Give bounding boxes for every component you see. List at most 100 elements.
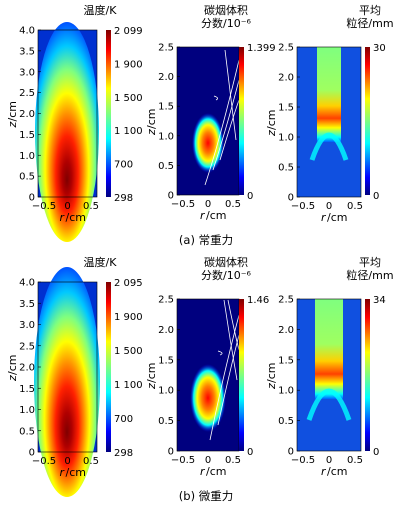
diameter-micro-band — [315, 299, 343, 399]
diameter-micro-colorbar-tick: 34 — [373, 295, 386, 306]
soot-micro-xtick: 0 — [205, 455, 211, 466]
diameter-normal-band — [317, 47, 341, 142]
soot-normal-ytick: 2.0 — [158, 72, 174, 83]
soot-normal-yunit: /cm — [145, 109, 158, 129]
temperature-normal-ytick: 1.5 — [19, 130, 35, 141]
temperature-normal-colorbar-tick: 2 099 — [114, 26, 143, 37]
temperature-micro-ytick: 4.0 — [19, 278, 35, 289]
soot-micro-colorbar-title: 分数/10⁻⁶ — [201, 269, 252, 282]
temperature-normal-colorbar-title: 温度/K — [84, 3, 118, 17]
soot-normal-colorbar-tick: 1.399 — [247, 43, 276, 54]
diameter-normal-xunit: /cm — [327, 211, 347, 224]
soot-normal-ytick: 2.5 — [158, 43, 174, 54]
diameter-micro-colorbar-title: 粒径/mm — [346, 268, 393, 282]
temperature-micro-flame — [34, 267, 100, 497]
soot-micro-ytick: 2.0 — [158, 325, 174, 336]
soot-normal-ytick: 0 — [168, 191, 174, 202]
diameter-micro-ytick: 2.0 — [278, 325, 294, 336]
temperature-micro-xtick: 0.5 — [83, 456, 99, 467]
soot-micro-xlabel: r — [200, 465, 206, 478]
diameter-normal-colorbar-tick: 30 — [373, 43, 386, 54]
soot-normal-xtick: 0 — [205, 199, 211, 210]
soot-normal-xlabel: r — [200, 209, 206, 222]
temperature-normal-colorbar-tick: 1 100 — [114, 126, 143, 137]
temperature-micro-ytick: 1.5 — [19, 384, 35, 395]
diameter-micro-xtick: 0 — [326, 455, 332, 466]
temperature-micro-xtick: 0 — [64, 456, 70, 467]
diameter-micro-xtick: −0.5 — [291, 455, 315, 466]
soot-micro-ytick: 1.5 — [158, 355, 174, 366]
soot-normal-xtick: 0.5 — [225, 199, 241, 210]
temperature-normal-ytick: 2.5 — [19, 88, 35, 99]
temperature-normal-ylabel: z — [6, 122, 19, 129]
diameter-normal-colorbar-title: 粒径/mm — [346, 16, 393, 30]
temperature-normal-yunit: /cm — [6, 101, 19, 121]
diameter-normal-ytick: 1.0 — [278, 133, 294, 144]
soot-micro-ytick: 0 — [168, 447, 174, 458]
temperature-normal-colorbar-tick: 700 — [114, 160, 133, 171]
temperature-micro-colorbar-tick: 2 095 — [114, 278, 143, 289]
soot-normal-streamlines — [204, 49, 240, 186]
diameter-normal-xtick: −0.5 — [291, 201, 315, 212]
diameter-micro-colorbar — [365, 299, 370, 451]
soot-micro-flame — [190, 364, 226, 432]
temperature-micro-colorbar-tick: 298 — [114, 448, 133, 459]
soot-micro-colorbar-title: 碳烟体积 — [204, 255, 248, 269]
temperature-micro-colorbar-title: 温度/K — [84, 255, 118, 269]
temperature-normal-xtick: 0.5 — [83, 201, 99, 212]
diameter-micro-ylabel: z — [265, 383, 278, 390]
diameter-micro-frame — [296, 298, 362, 452]
panel-soot-normal — [176, 46, 244, 196]
caption-a: (a) 常重力 — [179, 233, 233, 247]
temperature-normal-ytick: 0.5 — [19, 172, 35, 183]
soot-normal-colorbar-title: 碳烟体积 — [204, 3, 248, 17]
diameter-normal-ytick: 1.5 — [278, 103, 294, 114]
temperature-micro-xtick: −0.5 — [32, 456, 56, 467]
temperature-micro-colorbar-tick: 1 500 — [114, 346, 143, 357]
diameter-normal-arch — [309, 132, 349, 161]
panel-temperature-micro — [34, 267, 111, 497]
soot-micro-streamlines — [209, 299, 240, 441]
temperature-normal-colorbar-tick: 298 — [114, 193, 133, 204]
soot-normal-ytick: 1.0 — [158, 131, 174, 142]
soot-micro-xtick: 0.5 — [225, 455, 241, 466]
temperature-micro-ytick: 3.0 — [19, 320, 35, 331]
temperature-micro-colorbar — [106, 282, 111, 452]
soot-micro-ytick: 0.5 — [158, 416, 174, 427]
temperature-normal-ytick: 2.0 — [19, 109, 35, 120]
temperature-micro-ytick: 1.0 — [19, 405, 35, 416]
soot-normal-colorbar — [239, 47, 244, 195]
soot-micro-colorbar — [239, 299, 244, 451]
diameter-micro-ytick: 0 — [288, 447, 294, 458]
temperature-normal-ytick: 3.0 — [19, 67, 35, 78]
temperature-normal-xtick: 0 — [64, 201, 70, 212]
temperature-micro-ytick: 0 — [29, 448, 35, 459]
labels-layer: 4.03.53.02.52.01.51.00.50−0.5 0 0.5r/cmz/c… — [6, 3, 394, 479]
temperature-normal-xlabel: r — [60, 211, 66, 224]
temperature-micro-xunit: /cm — [66, 466, 86, 479]
diameter-micro-xunit: /cm — [327, 465, 347, 478]
diameter-normal-xlabel: r — [321, 211, 327, 224]
diameter-normal-colorbar-tick: 0 — [373, 191, 379, 202]
temperature-normal-ytick: 1.0 — [19, 151, 35, 162]
diameter-normal-ytick: 2.0 — [278, 73, 294, 84]
soot-micro-xunit: /cm — [206, 465, 226, 478]
diameter-micro-colorbar-title: 平均 — [359, 256, 381, 269]
soot-micro-ytick: 2.5 — [158, 295, 174, 306]
diameter-micro-xtick: 0.5 — [347, 455, 363, 466]
diameter-normal-colorbar-title: 平均 — [359, 4, 381, 17]
temperature-micro-colorbar-tick: 1 100 — [114, 380, 143, 391]
diameter-normal-ytick: 2.5 — [278, 43, 294, 54]
temperature-micro-ytick: 0.5 — [19, 426, 35, 437]
temperature-normal-xunit: /cm — [66, 211, 86, 224]
temperature-normal-flame — [35, 22, 99, 242]
temperature-normal-colorbar — [106, 30, 111, 197]
temperature-micro-colorbar-tick: 1 900 — [114, 312, 143, 323]
soot-normal-ytick: 1.5 — [158, 102, 174, 113]
caption-b: (b) 微重力 — [179, 489, 233, 503]
diameter-micro-ytick: 2.5 — [278, 295, 294, 306]
soot-micro-ylabel: z — [145, 383, 158, 390]
diameter-normal-frame — [296, 46, 362, 198]
temperature-micro-yunit: /cm — [6, 355, 19, 375]
